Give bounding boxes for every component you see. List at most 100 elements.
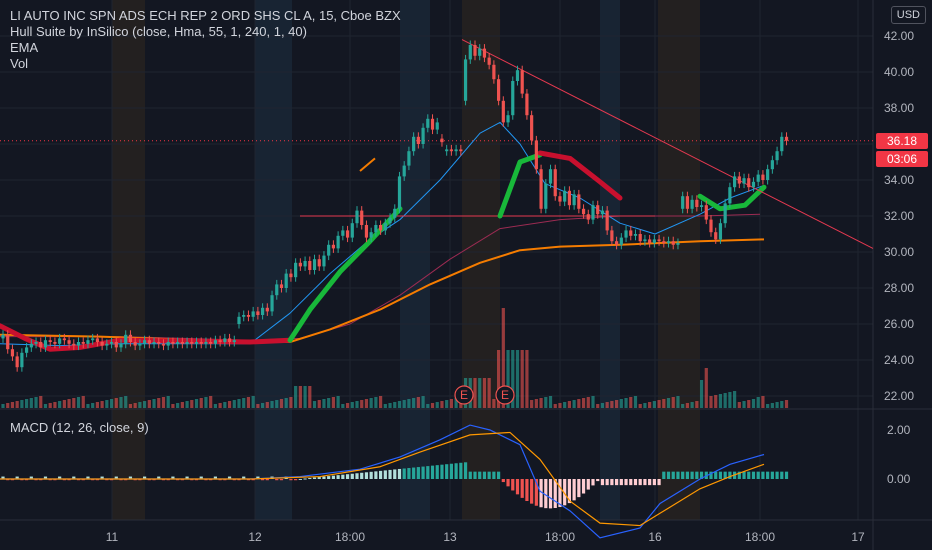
volume-bar <box>308 386 312 408</box>
volume-bar <box>515 350 520 408</box>
candle-body <box>289 273 293 278</box>
macd-histogram-bar <box>751 471 756 479</box>
macd-histogram-bar <box>629 479 633 486</box>
volume-bar <box>473 378 477 408</box>
vol-label[interactable]: Vol <box>10 56 29 71</box>
candle-body <box>58 338 62 344</box>
volume-bar <box>20 400 24 408</box>
macd-histogram-bar <box>213 476 217 479</box>
macd-histogram-bar <box>176 479 180 481</box>
hull-band-down <box>537 150 623 201</box>
candle-body <box>379 225 383 231</box>
macd-histogram-bar <box>6 479 10 481</box>
volume-bar <box>327 398 331 408</box>
candle-body <box>199 342 203 344</box>
volume-bar <box>81 396 85 408</box>
candle-body <box>190 342 194 344</box>
volume-bar <box>345 403 350 408</box>
macd-histogram-bar <box>459 462 463 479</box>
volume-bar <box>34 397 38 408</box>
macd-histogram-bar <box>662 471 666 479</box>
candle-body <box>605 210 609 231</box>
volume-bar <box>289 397 293 408</box>
volume-bar <box>72 398 76 408</box>
currency-button[interactable]: USD <box>890 6 926 24</box>
macd-histogram-bar <box>133 479 137 481</box>
candle-body <box>553 169 557 197</box>
volume-bar <box>53 402 57 408</box>
macd-histogram-bar <box>20 479 24 481</box>
x-tick-label: 18:00 <box>545 530 575 544</box>
volume-bar <box>227 401 232 408</box>
candle-body <box>733 176 737 188</box>
macd-histogram-bar <box>681 471 685 479</box>
macd-histogram-bar <box>39 479 43 481</box>
macd-histogram-bar <box>308 478 312 480</box>
candle-body <box>511 81 515 116</box>
candle-body <box>105 343 109 346</box>
candle-body <box>15 356 19 368</box>
volume-bar <box>128 404 133 408</box>
macd-histogram-bar <box>43 476 48 479</box>
volume-bar <box>681 404 685 408</box>
volume-bar <box>666 398 671 408</box>
candle-body <box>317 259 321 267</box>
candle-body <box>308 261 312 270</box>
macd-histogram-bar <box>525 479 529 502</box>
macd-histogram-bar <box>775 471 779 479</box>
macd-histogram-bar <box>388 469 392 479</box>
volume-bar <box>312 401 317 408</box>
macd-histogram-bar <box>58 476 62 479</box>
candle-body <box>298 262 302 267</box>
volume-bar <box>426 404 430 408</box>
candle-body <box>412 136 416 152</box>
macd-histogram-bar <box>303 478 307 480</box>
axes: 42.0040.0038.0036.0034.0032.0030.0028.00… <box>106 29 915 544</box>
candle-body <box>714 232 718 240</box>
candle-body <box>43 340 48 348</box>
candle-body <box>128 334 133 342</box>
symbol-title[interactable]: LI AUTO INC SPN ADS ECH REP 2 ORD SHS CL… <box>10 8 401 23</box>
volume-bar <box>733 391 737 408</box>
macd-histogram-bar <box>157 476 161 479</box>
candle-body <box>213 340 217 344</box>
macd-histogram-bar <box>534 479 538 506</box>
macd-label[interactable]: MACD (12, 26, close, 9) <box>10 420 149 435</box>
macd-histogram-bar <box>633 479 638 486</box>
volume-bar <box>487 378 491 408</box>
ema-label[interactable]: EMA <box>10 40 39 55</box>
volume-bar <box>534 399 538 408</box>
volume-bar <box>374 397 378 408</box>
volume-bar <box>388 403 392 408</box>
volume-bar <box>624 398 628 408</box>
volume-bar <box>492 399 496 408</box>
volume-bar <box>643 403 647 408</box>
volume-bar <box>553 404 557 408</box>
macd-histogram-bar <box>421 466 425 479</box>
indicator-lines <box>0 39 874 352</box>
macd-histogram-bar <box>652 479 656 486</box>
candle-body <box>426 118 430 128</box>
volume-bar <box>770 403 774 408</box>
macd-histogram-bar <box>676 471 680 479</box>
macd-histogram-bar <box>218 479 222 481</box>
y-tick-label: 28.00 <box>884 281 914 295</box>
candle-body <box>619 237 623 245</box>
volume-bar <box>728 392 732 408</box>
candle-body <box>780 136 784 152</box>
macd-histogram-bar <box>279 479 284 481</box>
candle-body <box>246 315 251 317</box>
candle-body <box>34 342 38 344</box>
candle-body <box>615 241 619 245</box>
macd-histogram-bar <box>511 479 515 491</box>
candle-body <box>534 140 538 170</box>
indicator-label[interactable]: Hull Suite by InSilico (close, Hma, 55, … <box>10 24 307 39</box>
volume-bar <box>511 350 515 408</box>
macd-tick-label: 0.00 <box>887 472 911 486</box>
candle-body <box>270 295 274 312</box>
volume-bar <box>784 400 789 408</box>
candle-body <box>157 342 161 344</box>
macd-histogram-bar <box>699 471 704 479</box>
